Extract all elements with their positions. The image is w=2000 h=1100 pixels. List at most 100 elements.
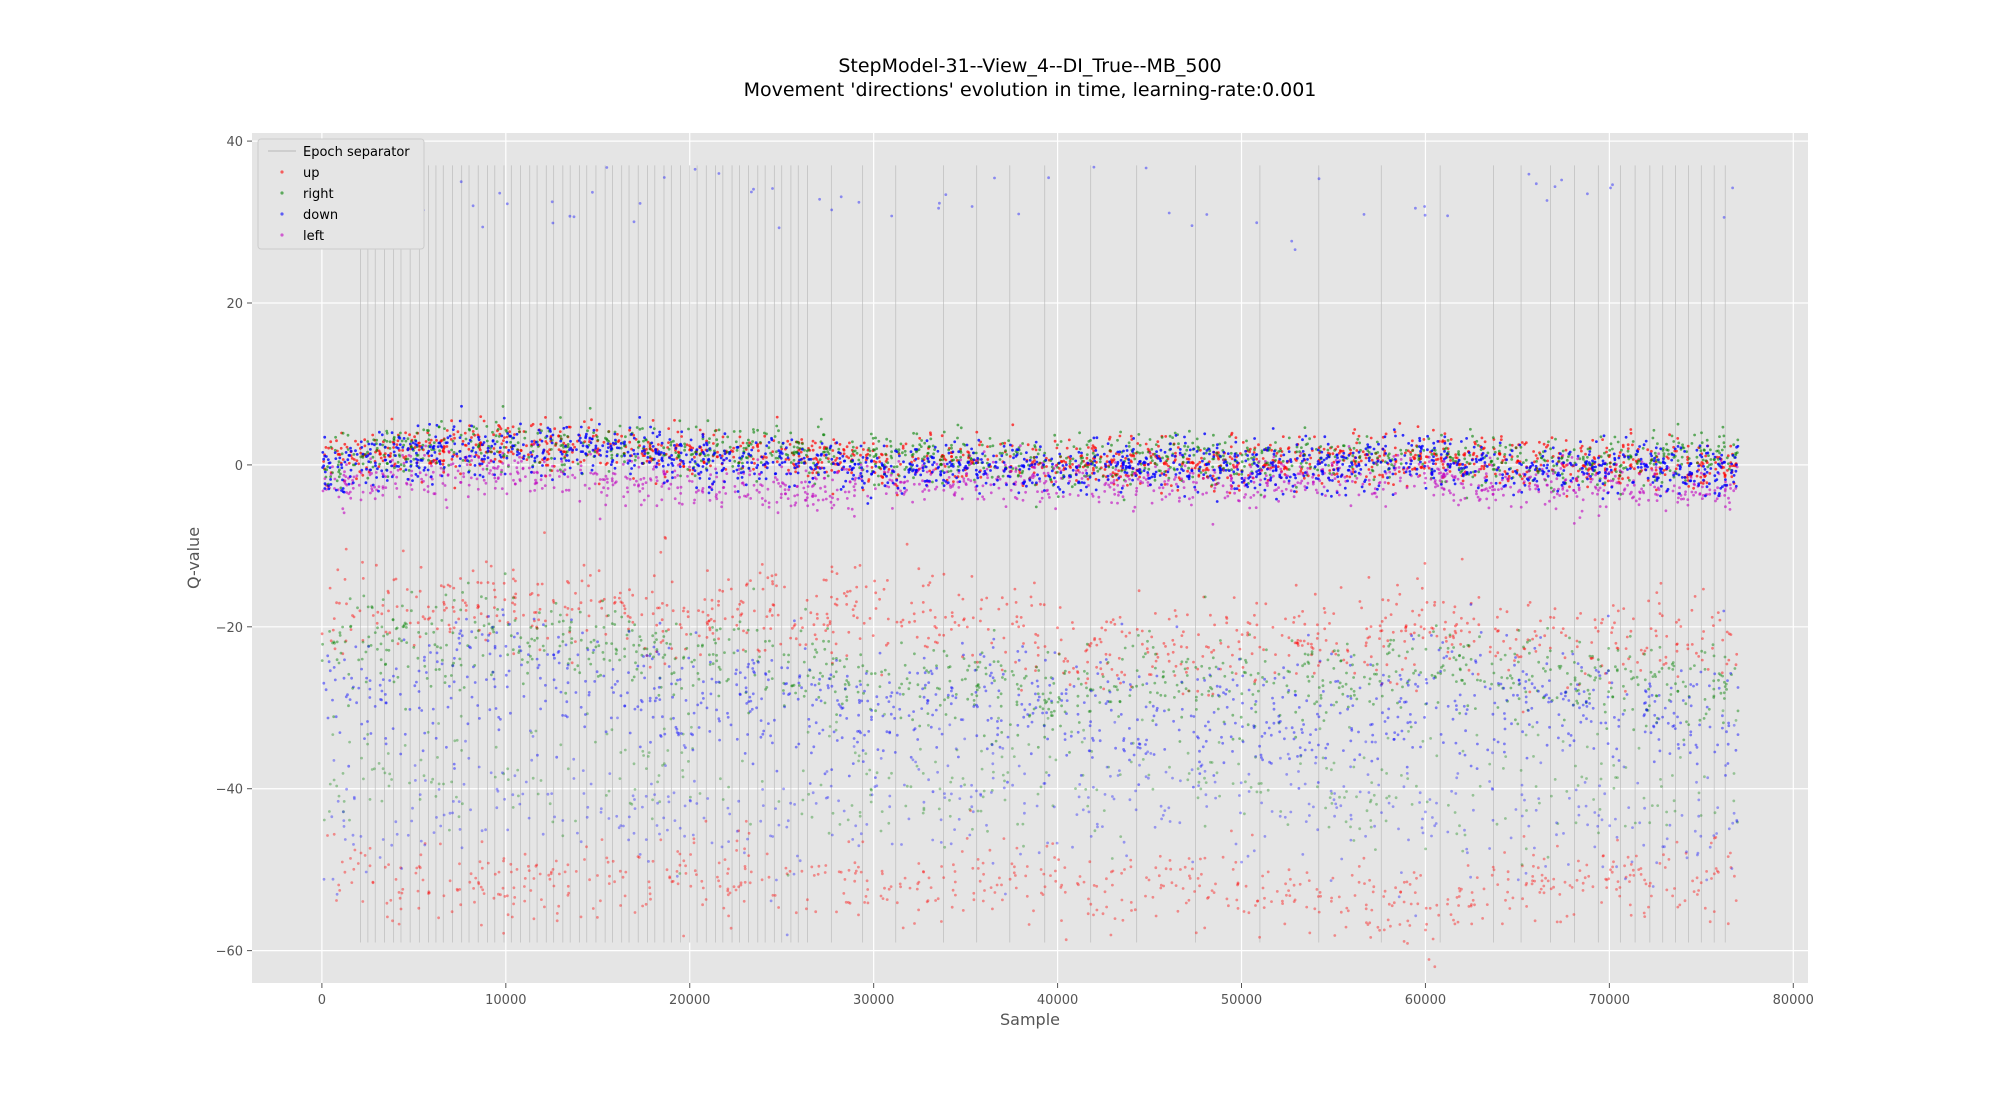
data-point-up (394, 878, 398, 881)
data-point-right (1721, 425, 1725, 429)
data-point-right (779, 445, 783, 449)
data-point-right (885, 437, 889, 441)
data-point-right (689, 453, 693, 457)
data-point-up (1085, 648, 1089, 652)
data-point-up (1328, 469, 1332, 472)
data-point-up (792, 462, 795, 466)
data-point-right (1172, 443, 1176, 446)
data-point-up (1605, 446, 1609, 450)
data-point-up (1460, 557, 1464, 561)
data-point-up (1542, 442, 1546, 446)
data-point-right (1622, 697, 1626, 700)
data-point-right (1306, 653, 1310, 657)
data-point-right (601, 599, 604, 603)
data-point-right (1057, 652, 1061, 656)
data-point-right (440, 619, 444, 622)
data-point-up (437, 916, 440, 920)
data-point-up (798, 643, 802, 647)
data-point-up (484, 638, 488, 642)
data-point-up (371, 880, 375, 884)
data-point-right (485, 425, 489, 428)
data-point-up (912, 612, 916, 616)
data-point-up (1088, 860, 1092, 864)
data-point-up (1485, 903, 1489, 906)
data-point-up (1499, 438, 1503, 441)
data-point-up (857, 913, 860, 917)
data-point-up (492, 433, 495, 437)
data-point-right (920, 439, 923, 442)
data-point-right (1141, 683, 1145, 687)
data-point-right (1641, 446, 1645, 450)
data-point-right (563, 463, 566, 467)
data-point-right (380, 625, 384, 629)
data-point-up (1717, 870, 1720, 874)
data-point-right (1155, 463, 1159, 467)
data-point-up (1258, 935, 1261, 939)
data-point-up (461, 599, 465, 602)
data-point-right (767, 670, 771, 673)
data-point-up (1491, 865, 1495, 869)
data-point-right (1306, 442, 1309, 446)
data-point-up (1324, 639, 1328, 642)
data-point-right (1716, 449, 1720, 453)
data-point-up (978, 879, 982, 883)
data-point-up (1586, 485, 1589, 489)
data-point-right (887, 672, 891, 676)
data-point-up (428, 616, 432, 620)
data-point-up (604, 632, 608, 636)
data-point-right (789, 461, 793, 464)
data-point-up (1610, 870, 1614, 874)
data-point-up (784, 866, 788, 870)
data-point-up (1690, 643, 1694, 646)
data-point-up (1400, 668, 1404, 671)
data-point-up (1138, 482, 1142, 485)
data-point-up (1062, 671, 1065, 675)
data-point-up (1533, 460, 1536, 464)
data-point-right (673, 657, 677, 661)
data-point-right (1240, 453, 1244, 457)
data-point-up (1235, 898, 1239, 902)
data-point-right (752, 428, 755, 431)
data-point-up (506, 426, 510, 430)
data-point-up (1261, 886, 1265, 890)
data-point-up (1608, 681, 1611, 685)
data-point-right (708, 653, 711, 657)
data-point-up (1459, 642, 1462, 646)
data-point-up (408, 433, 411, 437)
data-point-up (862, 441, 866, 445)
data-point-right (1371, 469, 1375, 473)
data-point-up (544, 619, 547, 623)
data-point-right (1116, 688, 1119, 692)
data-point-up (1627, 657, 1630, 661)
data-point-right (1021, 469, 1025, 473)
data-point-up (1702, 630, 1705, 633)
data-point-up (1111, 618, 1115, 622)
data-point-up (1182, 630, 1185, 634)
data-point-up (1098, 637, 1102, 641)
data-point-up (1232, 465, 1236, 469)
data-point-right (1718, 451, 1721, 455)
data-point-right (711, 653, 715, 656)
data-point-up (1092, 466, 1095, 470)
data-point-right (1321, 679, 1325, 682)
data-point-up (1262, 648, 1265, 652)
data-point-up (1559, 920, 1562, 924)
data-point-up (626, 614, 630, 618)
data-point-up (1357, 880, 1361, 884)
data-point-up (1229, 445, 1233, 449)
data-point-up (1059, 638, 1063, 642)
data-point-up (661, 639, 665, 642)
data-point-right (1608, 448, 1612, 452)
data-point-right (1599, 435, 1603, 439)
data-point-up (527, 864, 530, 868)
data-point-up (1339, 910, 1343, 914)
data-point-up (934, 640, 937, 644)
data-point-right (341, 431, 345, 435)
data-point-right (1046, 650, 1050, 654)
data-point-up (1255, 601, 1259, 605)
data-point-up (320, 632, 324, 636)
data-point-up (951, 888, 955, 892)
data-point-right (746, 628, 750, 632)
data-point-up (1318, 660, 1322, 664)
data-point-up (979, 607, 983, 611)
